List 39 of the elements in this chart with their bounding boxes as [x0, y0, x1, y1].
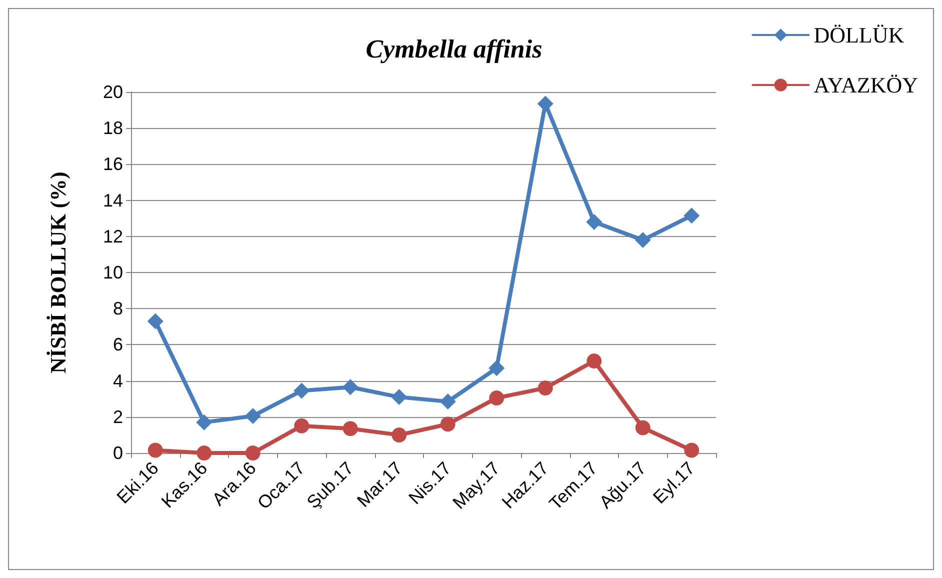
y-tick-label: 18 [102, 118, 123, 138]
y-tick-label: 0 [112, 443, 123, 463]
y-tick-label: 8 [112, 298, 123, 319]
point [391, 389, 408, 406]
point [634, 232, 651, 248]
point [294, 382, 310, 399]
point [684, 208, 700, 224]
y-tick-label: 4 [112, 370, 123, 391]
point [538, 380, 553, 396]
point [489, 390, 504, 406]
point [440, 416, 456, 432]
point [245, 446, 260, 460]
point [244, 408, 261, 424]
point [392, 427, 407, 442]
y-tick-label: 14 [102, 190, 123, 210]
y-tick-label: 6 [112, 334, 123, 355]
y-tick-label: 2 [112, 406, 123, 427]
point [537, 96, 554, 112]
point [294, 418, 310, 434]
legend-label: DÖLLÜK [814, 22, 904, 48]
y-tick-label: 16 [102, 154, 123, 174]
point [342, 421, 358, 436]
y-axis-title: NİSBİ BOLLUK (%) [46, 172, 70, 374]
y-tick-label: 20 [102, 82, 123, 102]
chart-title: Cymbella affinis [366, 34, 542, 64]
point [440, 394, 456, 410]
point [342, 379, 358, 396]
y-tick-label: 12 [102, 226, 123, 246]
point [635, 420, 650, 436]
point [147, 313, 164, 330]
point [196, 446, 212, 460]
legend-label: AYAZKÖY [814, 72, 918, 98]
point [684, 442, 700, 458]
y-tick-label: 10 [102, 262, 123, 282]
point [586, 353, 602, 368]
point [148, 442, 163, 458]
point [196, 414, 212, 430]
point [488, 360, 505, 376]
point [586, 214, 602, 230]
